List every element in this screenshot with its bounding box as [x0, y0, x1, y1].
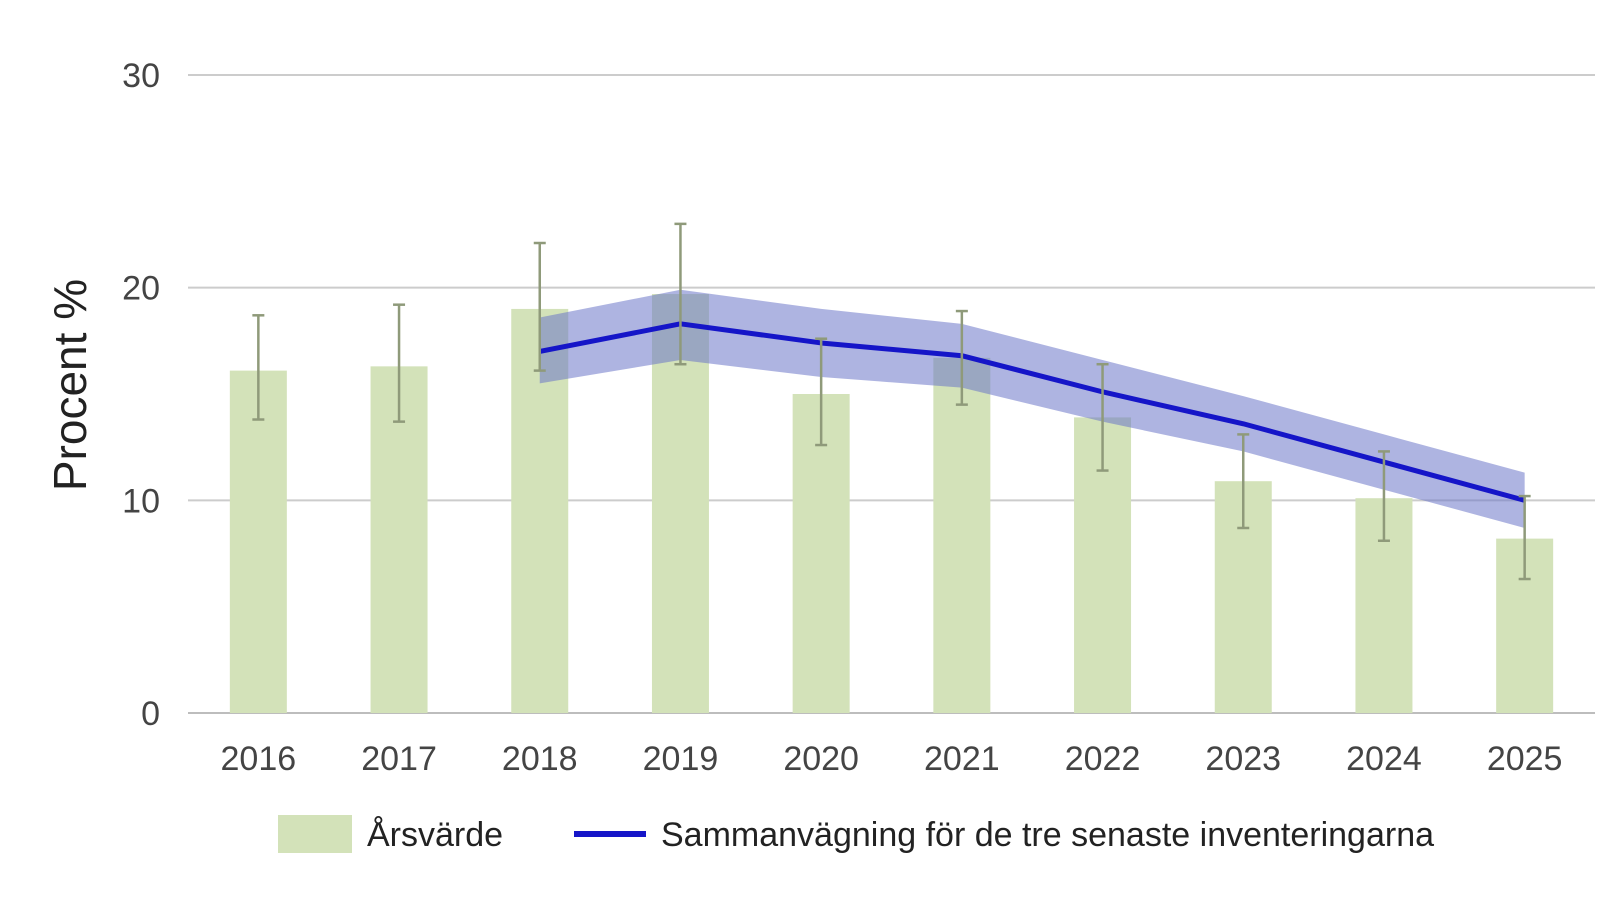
x-tick-label: 2016: [221, 740, 297, 778]
bar: [370, 366, 428, 713]
error-bars: [252, 222, 1531, 581]
legend-label-line: Sammanvägning för de tre senaste invente…: [661, 816, 1434, 854]
x-tick-label: 2023: [1205, 740, 1281, 778]
error-bar: [393, 303, 406, 423]
y-axis-ticks: 0 10 20 30: [122, 57, 160, 733]
y-tick-label: 0: [141, 695, 160, 733]
error-bar: [252, 314, 265, 421]
x-axis-ticks: 2016 2017 2018 2019 2020 2021 2022 2023 2024 2025: [221, 740, 1563, 778]
error-bar: [955, 309, 968, 406]
trend-line-path: [539, 321, 1526, 503]
bar: [229, 370, 287, 713]
x-tick-label: 2021: [924, 740, 1000, 778]
trend-line: [539, 321, 1526, 503]
confidence-band: [539, 289, 1525, 528]
x-tick-label: 2024: [1346, 740, 1422, 778]
bar: [792, 394, 850, 713]
x-tick-label: 2025: [1487, 740, 1563, 778]
error-bar: [533, 241, 546, 372]
confidence-band-area: [539, 289, 1525, 528]
legend: Årsvärde Sammanvägning för de tre senast…: [278, 815, 1434, 854]
error-bar: [815, 337, 828, 447]
y-axis-label: Procent %: [44, 279, 96, 491]
y-tick-label: 10: [122, 482, 160, 520]
x-tick-label: 2020: [783, 740, 859, 778]
error-bar: [1377, 450, 1390, 542]
x-tick-label: 2017: [361, 740, 437, 778]
y-tick-label: 30: [122, 57, 160, 95]
error-bar: [674, 222, 687, 366]
x-tick-label: 2019: [643, 740, 719, 778]
error-bar: [1237, 433, 1250, 530]
bar: [933, 357, 991, 713]
x-tick-label: 2018: [502, 740, 578, 778]
error-bar: [1518, 494, 1531, 581]
legend-swatch-bar: [278, 815, 352, 853]
y-tick-label: 20: [122, 270, 160, 308]
legend-label-bar: Årsvärde: [367, 816, 503, 854]
x-tick-label: 2022: [1065, 740, 1141, 778]
error-bar: [1096, 362, 1109, 472]
